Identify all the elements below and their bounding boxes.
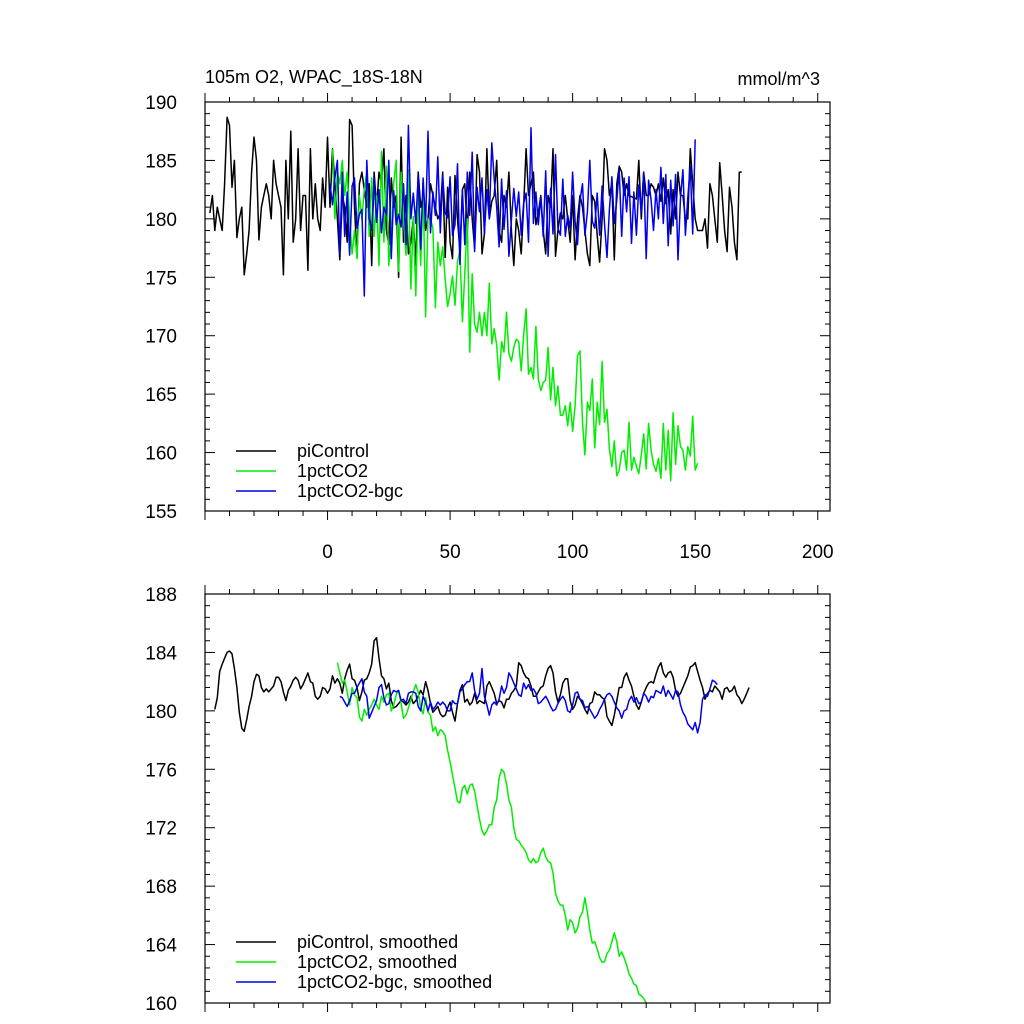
y-tick-label: 175: [145, 268, 177, 289]
y-tick-label: 180: [145, 210, 177, 231]
legend-label: 1pctCO2, smoothed: [297, 952, 457, 972]
y-tick-label: 180: [145, 702, 177, 723]
chart-title: 105m O2, WPAC_18S-18N: [205, 67, 423, 88]
legend-label: piControl, smoothed: [297, 932, 458, 952]
y-tick-label: 164: [145, 936, 177, 957]
bottom-panel: 160 164 168 172 176 180 184 188 piControl, smoot…: [145, 585, 831, 1015]
y-tick-label: 176: [145, 760, 177, 781]
series-line-2: [329, 124, 696, 297]
legend-label: 1pctCO2: [297, 461, 368, 481]
series-group: [209, 116, 742, 482]
y-tick-label: 160: [145, 994, 177, 1015]
legend-label: piControl: [297, 441, 369, 461]
series-line-0: [214, 637, 750, 733]
y-tick-label: 168: [145, 877, 177, 898]
plot-frame: [204, 593, 831, 1004]
y-tick-label: 190: [145, 93, 177, 114]
y-tick-label: 165: [145, 385, 177, 406]
y-tick-label: 172: [145, 819, 177, 840]
y-tick-label: 185: [145, 151, 177, 172]
legend-label: 1pctCO2-bgc, smoothed: [297, 972, 492, 992]
y-tick-label: 184: [145, 643, 177, 664]
units-label: mmol/m^3: [738, 69, 820, 89]
series-line-2: [339, 667, 718, 734]
series-line-1: [336, 662, 647, 1003]
y-tick-label: 170: [145, 327, 177, 348]
x-tick-label: 50: [440, 542, 461, 563]
top-panel: 0 50 100 150 200 155 160 165 170 175 180 185 190 105m…: [145, 67, 833, 563]
y-tick-label: 155: [145, 502, 177, 523]
legend-label: 1pctCO2-bgc: [297, 481, 403, 501]
series-group: [214, 637, 750, 1003]
x-tick-label: 150: [679, 542, 711, 563]
y-tick-label: 188: [145, 585, 177, 606]
plot-frame: [204, 101, 831, 512]
x-tick-label: 0: [322, 542, 333, 563]
x-tick-label: 100: [557, 542, 589, 563]
x-tick-label: 200: [802, 542, 834, 563]
y-tick-label: 160: [145, 444, 177, 465]
